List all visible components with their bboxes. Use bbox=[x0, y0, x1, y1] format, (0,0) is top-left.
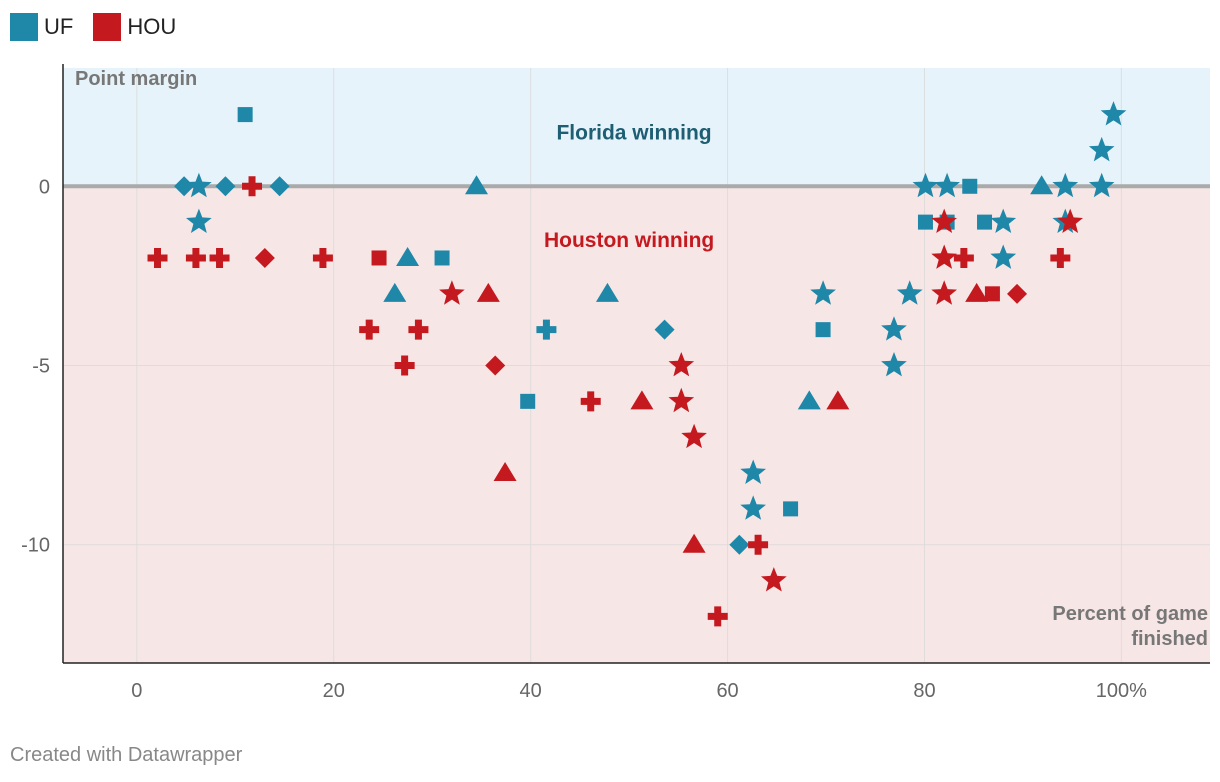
uf-point-7 bbox=[396, 246, 420, 266]
uf-point-15 bbox=[740, 495, 766, 520]
uf-point-6 bbox=[465, 175, 489, 195]
hou-point-14 bbox=[580, 391, 601, 412]
uf-point-22 bbox=[881, 352, 907, 377]
uf-point-30 bbox=[990, 208, 1017, 233]
legend: UF HOU bbox=[10, 12, 196, 42]
hou-point-29 bbox=[984, 286, 1000, 302]
hou-point-31 bbox=[1050, 247, 1071, 268]
uf-point-3 bbox=[215, 176, 236, 197]
uf-point-14 bbox=[740, 459, 766, 484]
hou-point-12 bbox=[485, 355, 506, 376]
y-axis-title: Point margin bbox=[75, 68, 197, 90]
x-tick-label-3: 60 bbox=[716, 680, 738, 702]
x-axis-title-line-0: Percent of game bbox=[1052, 603, 1208, 625]
hou-point-6 bbox=[371, 250, 387, 266]
y-tick-label-2: -10 bbox=[21, 535, 50, 557]
uf-point-31 bbox=[990, 244, 1017, 269]
uf-point-35 bbox=[1088, 172, 1115, 198]
legend-label: HOU bbox=[127, 14, 177, 39]
x-tick-label-1: 20 bbox=[323, 680, 345, 702]
hou-point-0 bbox=[242, 176, 263, 197]
y-tick-label-1: -5 bbox=[32, 356, 50, 378]
x-tick-label-4: 80 bbox=[913, 680, 935, 702]
hou-point-17 bbox=[668, 387, 695, 413]
uf-point-2 bbox=[186, 172, 212, 198]
uf-point-12 bbox=[654, 319, 675, 340]
legend-item-hou: HOU bbox=[93, 13, 176, 41]
uf-point-27 bbox=[917, 214, 933, 230]
hou-point-32 bbox=[1057, 208, 1083, 233]
uf-point-23 bbox=[896, 280, 923, 305]
hou-point-11 bbox=[476, 282, 500, 302]
uf-point-18 bbox=[797, 390, 821, 410]
uf-point-13 bbox=[520, 393, 536, 409]
hou-point-23 bbox=[826, 390, 850, 410]
hou-point-13 bbox=[493, 462, 517, 482]
hou-point-10 bbox=[439, 280, 465, 305]
hou-point-18 bbox=[681, 423, 707, 449]
x-axis-title-line-1: finished bbox=[1131, 628, 1208, 650]
legend-item-uf: UF bbox=[10, 13, 73, 41]
legend-swatch bbox=[93, 13, 122, 41]
hou-point-3 bbox=[209, 247, 230, 268]
uf-point-17 bbox=[729, 534, 750, 555]
hou-point-7 bbox=[359, 319, 380, 340]
hou-point-26 bbox=[953, 247, 974, 268]
hou-point-21 bbox=[748, 534, 769, 555]
uf-point-1 bbox=[174, 176, 195, 197]
uf-point-21 bbox=[881, 316, 907, 341]
uf-point-10 bbox=[595, 282, 619, 302]
hou-point-28 bbox=[965, 282, 989, 302]
uf-point-5 bbox=[186, 208, 212, 233]
x-tick-label-2: 40 bbox=[520, 680, 542, 702]
hou-point-5 bbox=[312, 247, 333, 268]
hou-point-2 bbox=[185, 247, 206, 268]
uf-point-24 bbox=[912, 172, 939, 198]
hou-point-9 bbox=[394, 355, 415, 376]
hou-point-27 bbox=[931, 280, 957, 305]
x-tick-label-5: 100% bbox=[1096, 680, 1147, 702]
uf-point-32 bbox=[1030, 175, 1054, 195]
uf-point-8 bbox=[434, 250, 450, 266]
legend-swatch bbox=[10, 13, 38, 41]
hou-point-4 bbox=[254, 247, 275, 268]
uf-point-37 bbox=[1100, 101, 1127, 126]
hou-point-25 bbox=[931, 244, 957, 269]
uf-point-4 bbox=[269, 176, 290, 197]
hou-point-20 bbox=[707, 606, 728, 627]
hou-point-22 bbox=[761, 567, 787, 592]
uf-point-19 bbox=[810, 280, 836, 305]
hou-point-19 bbox=[682, 533, 706, 553]
uf-point-25 bbox=[934, 172, 960, 198]
x-tick-label-0: 0 bbox=[131, 680, 142, 702]
region-label-1: Houston winning bbox=[544, 229, 714, 252]
region-label-0: Florida winning bbox=[556, 122, 711, 145]
uf-point-16 bbox=[783, 501, 799, 517]
uf-point-29 bbox=[977, 214, 993, 230]
hou-point-16 bbox=[668, 352, 695, 377]
uf-point-0 bbox=[237, 107, 253, 123]
x-axis-title: Percent of game finished bbox=[1052, 603, 1208, 650]
footer-credit: Created with Datawrapper bbox=[10, 744, 243, 766]
hou-point-24 bbox=[931, 208, 957, 233]
hou-point-8 bbox=[408, 319, 429, 340]
uf-point-9 bbox=[383, 282, 407, 302]
uf-point-33 bbox=[1052, 172, 1079, 198]
hou-point-30 bbox=[1007, 283, 1028, 304]
region-band-1 bbox=[63, 186, 1210, 663]
uf-point-36 bbox=[1088, 136, 1115, 162]
region-band-0 bbox=[63, 68, 1210, 187]
hou-point-15 bbox=[630, 390, 654, 410]
uf-point-20 bbox=[815, 322, 831, 338]
y-tick-label-0: 0 bbox=[39, 176, 50, 198]
legend-label: UF bbox=[44, 14, 74, 39]
uf-point-11 bbox=[536, 319, 557, 340]
hou-point-1 bbox=[147, 247, 168, 268]
uf-point-26 bbox=[962, 178, 978, 194]
